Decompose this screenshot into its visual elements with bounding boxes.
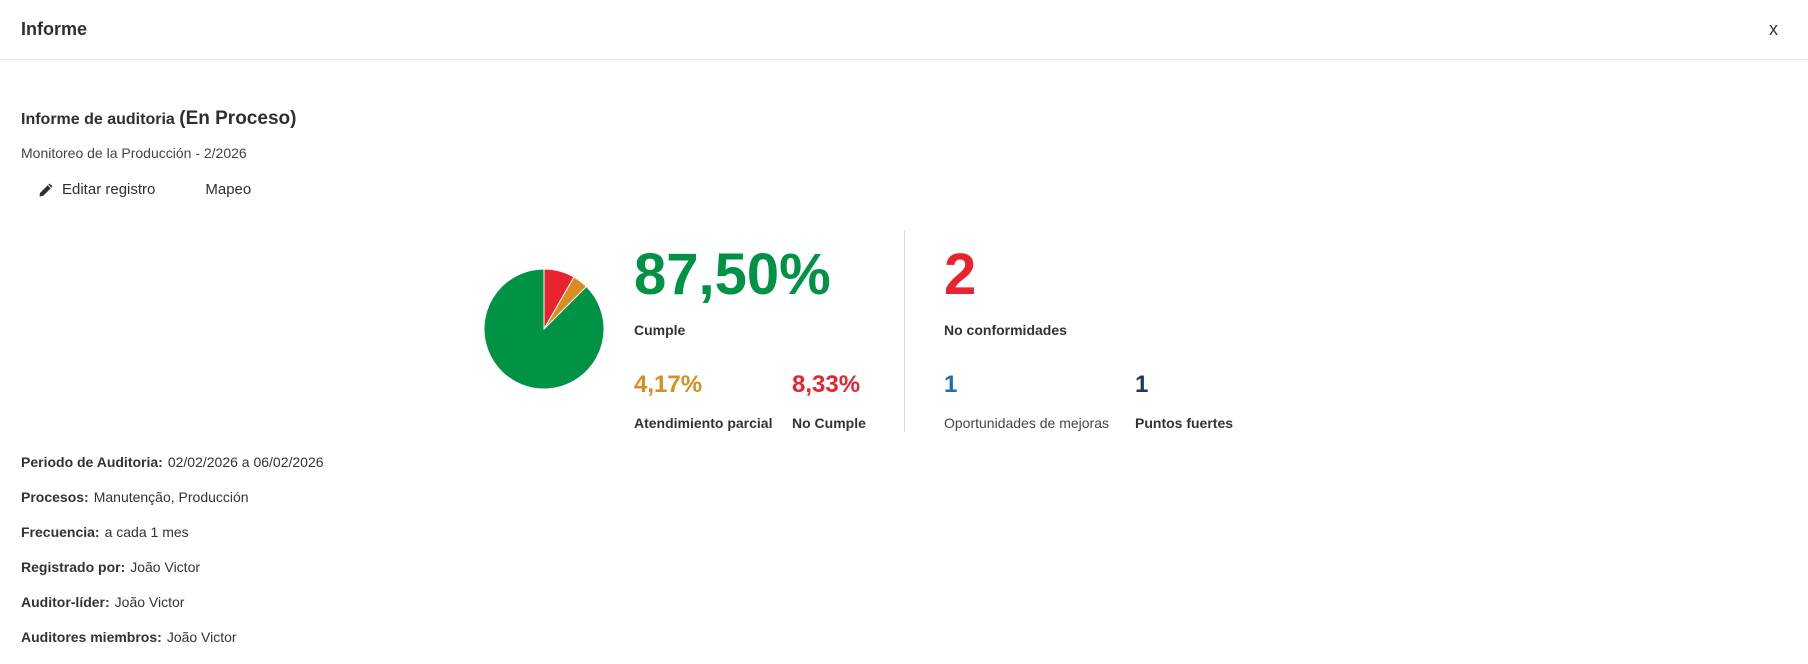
modal-header: Informe x [0,0,1808,60]
detail-row-frequency: Frecuencia: a cada 1 mes [21,524,324,559]
compliance-label: Cumple [634,322,686,338]
partial-percentage: 4,17% [634,371,703,398]
detail-row-period: Periodo de Auditoria: 02/02/2026 a 06/02/… [21,454,324,489]
edit-record-label: Editar registro [62,181,156,198]
report-title: Informe de auditoria (En Proceso) [21,108,296,130]
detail-value: João Victor [114,594,185,610]
pencil-icon [39,183,53,196]
noncompliant-percentage: 8,33% [792,371,861,398]
report-details: Periodo de Auditoria: 02/02/2026 a 06/02/… [21,454,324,664]
improvements-count: 1 [944,371,958,398]
detail-row-lead-auditor: Auditor-líder: João Victor [21,594,324,629]
detail-key: Auditores miembros: [21,629,162,645]
strengths-label: Puntos fuertes [1135,415,1234,431]
detail-value: João Victor [130,559,201,575]
pie-slice-cumple [483,268,605,390]
close-button[interactable]: x [1769,19,1778,39]
stats-divider [904,230,905,432]
nonconformities-count: 2 [944,242,977,307]
detail-key: Auditor-líder: [21,594,110,610]
detail-row-registered-by: Registrado por: João Victor [21,559,324,594]
report-subtitle: Monitoreo de la Producción - 2/2026 [21,145,247,161]
edit-record-button[interactable]: Editar registro [38,181,155,198]
detail-row-member-auditors: Auditores miembros: João Victor [21,629,324,664]
detail-key: Frecuencia: [21,524,100,540]
noncompliant-label: No Cumple [792,415,866,431]
detail-row-processes: Procesos: Manutenção, Producción [21,489,324,524]
detail-key: Periodo de Auditoria: [21,454,163,470]
map-button[interactable]: Mapeo [205,181,251,198]
strengths-count: 1 [1135,371,1149,398]
modal-title: Informe [21,19,88,39]
action-bar: Editar registro Mapeo [38,181,251,198]
map-label: Mapeo [205,181,252,198]
nonconformities-label: No conformidades [944,322,1067,338]
detail-value: 02/02/2026 a 06/02/2026 [167,454,324,470]
detail-key: Registrado por: [21,559,126,575]
detail-key: Procesos: [21,489,89,505]
report-status: (En Proceso) [179,108,297,129]
compliance-pie-chart [483,268,605,390]
partial-label: Atendimiento parcial [634,415,773,431]
detail-value: Manutenção, Producción [93,489,249,505]
detail-value: João Victor [166,629,237,645]
compliance-percentage: 87,50% [634,242,831,307]
detail-value: a cada 1 mes [104,524,189,540]
improvements-label: Oportunidades de mejoras [944,415,1109,431]
report-title-text: Informe de auditoria [21,111,175,128]
